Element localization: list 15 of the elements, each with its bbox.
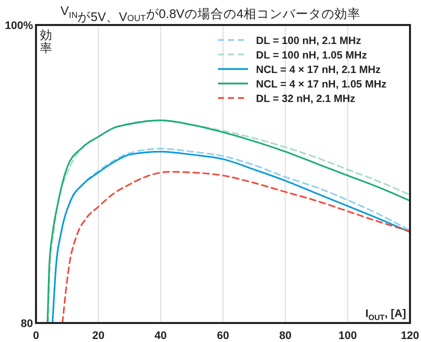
x-tick-label: 20 [92,330,104,342]
y-axis-title: 効率 [40,28,52,55]
legend-label: DL = 100 nH, 1.05 MHz [256,50,367,62]
x-tick-label: 100 [338,330,357,342]
legend-label: NCL = 4 × 17 nH, 2.1 MHz [256,64,381,76]
x-tick-label: 120 [400,330,420,342]
legend-label: DL = 100 nH, 2.1 MHz [256,35,362,47]
x-tick-label: 40 [154,330,167,342]
x-tick-label: 60 [216,330,230,342]
x-tick-label: 80 [279,330,292,342]
x-axis-title: I$_{OUT}$, [A] [365,308,406,322]
legend-label: NCL = 4 × 17 nH, 1.05 MHz [256,78,387,90]
legend-label: DL = 32 nH, 2.1 MHz [256,93,356,105]
x-tick-label: 0 [32,330,40,342]
y-tick-label: 100% [4,20,34,32]
